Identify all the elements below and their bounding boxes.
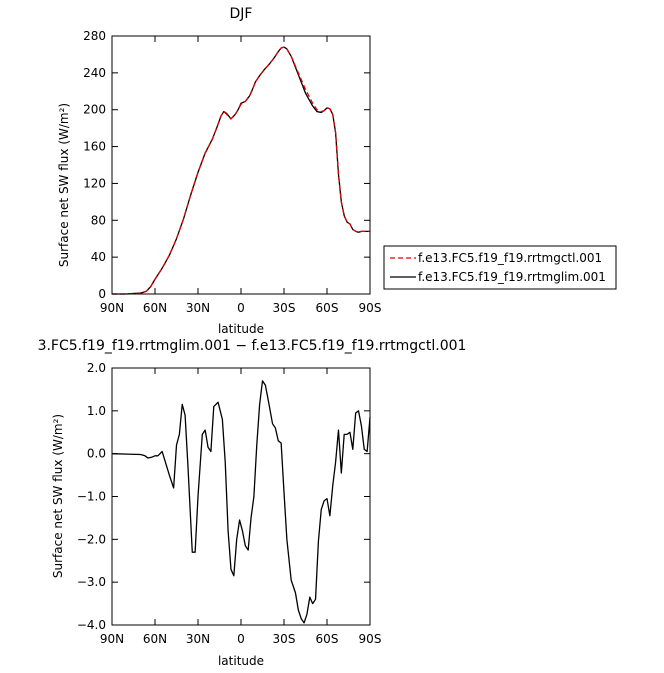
x-tick-label: 60S: [316, 632, 339, 646]
top-xlabel: latitude: [218, 322, 264, 336]
top-lines: [112, 46, 370, 295]
y-tick-label: 160: [83, 140, 106, 154]
y-tick-label: 240: [83, 66, 106, 80]
top-panel: DJF Surface net SW flux (W/m²) latitude …: [57, 6, 381, 336]
top-plot-frame: [111, 35, 371, 295]
x-tick-label: 60N: [143, 632, 167, 646]
x-tick-label: 0: [237, 632, 245, 646]
legend-label-lim: f.e13.FC5.f19_f19.rrtmglim.001: [418, 270, 606, 284]
bottom-ticks: 90N 60N 30N 0 30S 60S 90S −4.0 −3.0 −2.0 −1.0 0.0 1.…: [77, 361, 382, 646]
y-tick-label: −3.0: [77, 575, 106, 589]
bottom-title: 3.FC5.f19_f19.rrtmglim.001 − f.e13.FC5.f…: [38, 338, 467, 354]
x-tick-label: 60N: [143, 301, 167, 315]
bottom-plot-frame: [111, 367, 371, 626]
y-tick-label: −2.0: [77, 532, 106, 546]
y-tick-label: 120: [83, 176, 106, 190]
y-tick-label: 1.0: [87, 404, 106, 418]
y-tick-label: 80: [91, 213, 106, 227]
x-tick-label: 30S: [273, 301, 296, 315]
legend-box: [383, 245, 617, 290]
y-tick-label: −1.0: [77, 490, 106, 504]
y-tick-label: 0.0: [87, 447, 106, 461]
x-tick-label: 90S: [359, 301, 382, 315]
top-ylabel: Surface net SW flux (W/m²): [57, 103, 71, 267]
series-line: [112, 46, 370, 295]
x-tick-label: 30N: [186, 632, 210, 646]
y-tick-label: 40: [91, 250, 106, 264]
legend-label-ctl: f.e13.FC5.f19_f19.rrtmgctl.001: [418, 251, 602, 265]
x-tick-label: 90N: [100, 632, 124, 646]
legend: f.e13.FC5.f19_f19.rrtmgctl.001 f.e13.FC5…: [383, 245, 617, 290]
y-tick-label: 0: [98, 287, 106, 301]
y-tick-label: 280: [83, 29, 106, 43]
x-tick-label: 30N: [186, 301, 210, 315]
x-tick-label: 90S: [359, 632, 382, 646]
x-tick-label: 0: [237, 301, 245, 315]
bottom-lines: [111, 380, 371, 624]
y-tick-label: −4.0: [77, 618, 106, 632]
series-line: [111, 380, 371, 624]
x-tick-label: 90N: [100, 301, 124, 315]
top-title: DJF: [230, 6, 253, 22]
bottom-panel: 3.FC5.f19_f19.rrtmglim.001 − f.e13.FC5.f…: [38, 338, 467, 668]
bottom-xlabel: latitude: [218, 654, 264, 668]
x-tick-label: 30S: [273, 632, 296, 646]
series-line: [112, 46, 370, 295]
top-ticks: 90N 60N 30N 0 30S 60S 90S 0 40 80 120 160 200 240 280: [83, 29, 381, 315]
bottom-ylabel: Surface net SW flux (W/m²): [51, 414, 65, 578]
y-tick-label: 2.0: [87, 361, 106, 375]
y-tick-label: 200: [83, 103, 106, 117]
x-tick-label: 60S: [316, 301, 339, 315]
